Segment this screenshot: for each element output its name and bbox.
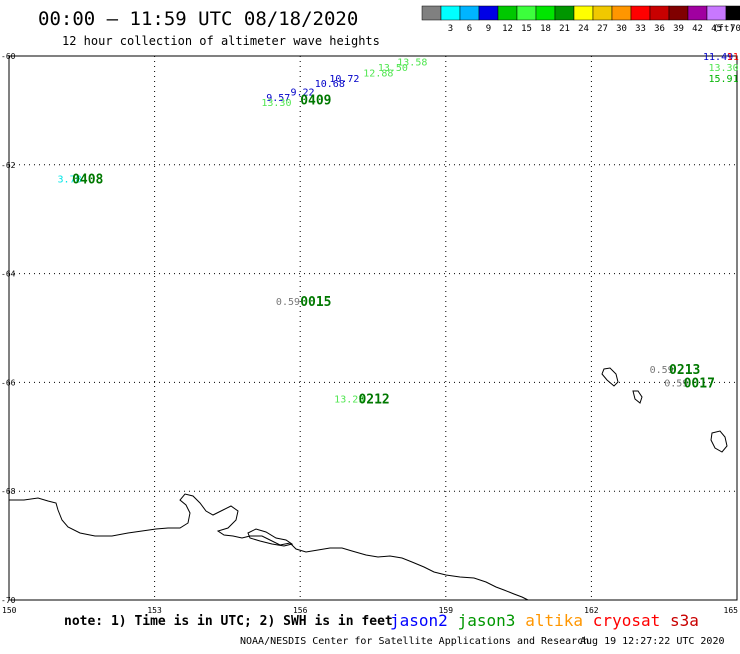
lat-label: -70 [1, 596, 16, 605]
wave-height-scale: 3 6 9 12 15 18 21 24 27 30 33 36 39 42 45 70 [421, 5, 740, 34]
swh-value: 0.59 [276, 297, 300, 308]
pass-time-label: 0015 [300, 295, 331, 310]
satellite-jason3: jason3 [458, 611, 516, 630]
pass-time-label: 0408 [72, 172, 103, 187]
lat-label: -60 [1, 52, 16, 61]
pass-time-label: 0213 [669, 363, 700, 378]
lat-label: -68 [1, 487, 16, 496]
scale-tick-label: 18 [540, 24, 551, 34]
swh-value: 12.88 [363, 68, 393, 79]
scale-swatch [592, 5, 613, 21]
scale-tick-label: 3 [448, 24, 453, 34]
scale-swatch [630, 5, 651, 21]
swh-value: 13.23 [334, 395, 364, 406]
swh-value: 13.58 [397, 57, 427, 68]
map-title: 00:00 – 11:59 UTC 08/18/2020 [38, 8, 358, 30]
scale-tick-label: 15 [521, 24, 532, 34]
scale-tick-label: 21 [559, 24, 570, 34]
scale-tick-label: 70 [730, 24, 740, 34]
scale-swatch [668, 5, 689, 21]
swh-value: 9.22 [290, 87, 314, 98]
footer-credit: NOAA/NESDIS Center for Satellite Applica… [240, 636, 589, 647]
lon-label: 165 [724, 606, 739, 615]
scale-swatch [687, 5, 708, 21]
scale-swatch [706, 5, 727, 21]
longitude-labels: 150 153 156 159 162 165 [2, 606, 738, 615]
island-2 [632, 390, 643, 404]
scale-swatch [516, 5, 537, 21]
scale-swatch [421, 5, 442, 21]
swh-value: 0.59 [650, 365, 674, 376]
scale-tick-label: 27 [597, 24, 608, 34]
satellite-altika: altika [525, 611, 583, 630]
lon-label: 150 [2, 606, 17, 615]
satellite-legend: jason2 jason3 altika cryosat s3a [390, 611, 699, 630]
scale-tick-label: 39 [673, 24, 684, 34]
scale-tick-label: 12 [502, 24, 513, 34]
swh-value: 13.50 [378, 63, 408, 74]
lon-label: 159 [439, 606, 454, 615]
scale-swatch [535, 5, 556, 21]
swh-value: 11.49 [703, 52, 733, 63]
satellite-jason2: jason2 [390, 611, 448, 630]
scale-swatch [611, 5, 632, 21]
scale-swatch [459, 5, 480, 21]
swh-value: 0.59 [664, 378, 688, 389]
swh-value: 11 [727, 52, 739, 63]
pass-time-label: 0017 [684, 376, 715, 391]
lat-label: -64 [1, 270, 16, 279]
swh-value: 10.68 [315, 79, 345, 90]
swh-value: 13.30 [261, 98, 291, 109]
scale-swatch [440, 5, 461, 21]
pass-time-label: 0212 [358, 393, 389, 408]
graticule [9, 56, 737, 600]
lon-label: 153 [147, 606, 162, 615]
pass-time-label: 0409 [300, 94, 331, 109]
scale-tick-label: 30 [616, 24, 627, 34]
scale-swatch [725, 5, 740, 21]
footer-note: note: 1) Time is in UTC; 2) SWH is in fe… [64, 614, 393, 629]
island-1 [601, 367, 619, 387]
swh-value: 15.91 [709, 74, 739, 85]
swh-value: 9.57 [266, 93, 290, 104]
scale-tick-label: 42 [692, 24, 703, 34]
lon-label: 162 [584, 606, 599, 615]
swh-value: 13.30 [709, 63, 739, 74]
scale-swatch [649, 5, 670, 21]
scale-tick-label: 45 [711, 24, 722, 34]
scale-tick-label: 9 [486, 24, 491, 34]
footer-timestamp: Aug 19 12:27:22 UTC 2020 [580, 636, 725, 647]
swh-values: 13.5813.5012.8810.7210.689.229.5713.303.… [58, 52, 739, 406]
satellite-s3a: s3a [670, 611, 699, 630]
scale-tick-label: 36 [654, 24, 665, 34]
scale-tick-label: 24 [578, 24, 589, 34]
map-subtitle: 12 hour collection of altimeter wave hei… [62, 34, 380, 48]
antarctic-coastline [9, 493, 529, 601]
scale-swatch [497, 5, 518, 21]
scale-tick-label: 6 [467, 24, 472, 34]
satellite-cryosat: cryosat [593, 611, 660, 630]
scale-unit: (ft) [713, 24, 735, 34]
scale-tick-label: 33 [635, 24, 646, 34]
latitude-labels: -60 -62 -64 -66 -68 -70 [1, 52, 16, 605]
lon-label: 156 [293, 606, 308, 615]
lat-label: -62 [1, 161, 16, 170]
coastline-peninsula [247, 528, 294, 547]
plot-frame [8, 55, 738, 601]
lat-label: -66 [1, 378, 16, 387]
scale-swatch [573, 5, 594, 21]
swh-value: 10.72 [329, 74, 359, 85]
scale-swatch [478, 5, 499, 21]
swh-value: 3.78 [58, 174, 82, 185]
island-3 [710, 430, 728, 453]
scale-swatch [554, 5, 575, 21]
